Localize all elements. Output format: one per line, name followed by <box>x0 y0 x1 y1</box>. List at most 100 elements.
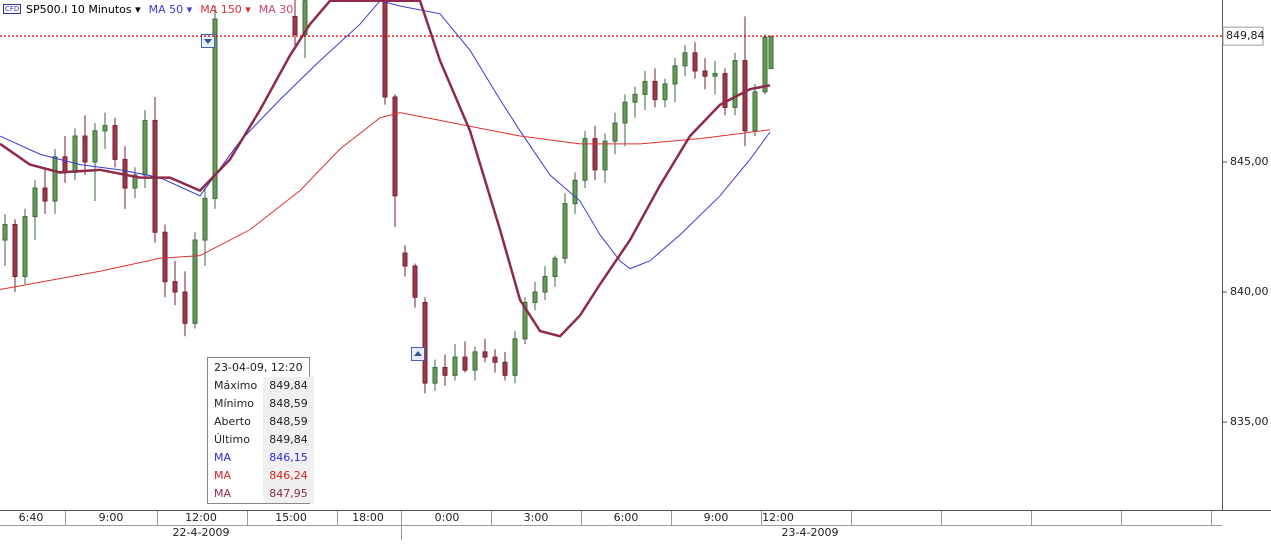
info-table: Máximo 849,84 Mínimo 848,59 Aberto 848,59 Últi… <box>208 377 314 503</box>
candle-body <box>622 101 628 124</box>
candle-body <box>532 291 538 303</box>
legend-item[interactable]: MA 150 ▾ <box>200 2 251 16</box>
candle-body <box>202 197 208 241</box>
info-label: MA <box>214 451 232 464</box>
candle-body <box>192 239 198 324</box>
candle-body <box>492 356 498 363</box>
candle-body <box>642 80 648 95</box>
candle-body <box>62 156 68 173</box>
x-tick-label: 3:00 <box>524 511 549 524</box>
candle-body <box>112 125 118 160</box>
candle-body <box>462 356 468 371</box>
candle-body <box>302 0 308 36</box>
candle-body <box>582 138 588 181</box>
plot-area <box>0 0 774 394</box>
x-tick-label: 9:00 <box>99 511 124 524</box>
info-label: Último <box>214 433 250 446</box>
candle-body <box>22 216 28 277</box>
candle-body <box>12 223 18 277</box>
candle-body <box>472 351 478 371</box>
legend-text: MA 150 <box>200 2 242 16</box>
info-label: Máximo <box>214 379 258 392</box>
last-price-label: 849,84 <box>1226 29 1265 42</box>
chart-header: CFD SP500.I 10 Minutos ▾ MA 50 ▾ MA 150 … <box>0 0 293 18</box>
candle-body <box>672 65 678 85</box>
instrument-title[interactable]: SP500.I 10 Minutos ▾ <box>26 2 141 16</box>
candle-body <box>562 203 568 259</box>
date-label: 23-4-2009 <box>782 526 839 539</box>
candle-body <box>552 257 558 277</box>
candle-body <box>412 265 418 298</box>
candle-body <box>712 73 718 77</box>
candle-body <box>442 366 448 376</box>
candle-body <box>742 60 748 132</box>
legend-text: MA 30 <box>258 2 294 16</box>
info-value: 849,84 <box>263 377 314 395</box>
legend-item[interactable]: MA 50 ▾ <box>148 2 193 16</box>
candle-body <box>102 125 108 132</box>
x-axis-separators <box>65 511 1212 540</box>
candle-body <box>592 138 598 171</box>
candle-body <box>692 52 698 72</box>
date-label: 22-4-2009 <box>173 526 230 539</box>
candle-body <box>662 83 668 101</box>
x-tick-label: 9:00 <box>704 511 729 524</box>
candle-body <box>652 80 658 101</box>
candle-body <box>32 187 38 218</box>
candle-body <box>522 301 528 340</box>
x-tick-label: 18:00 <box>352 511 384 524</box>
info-value: 848,59 <box>263 395 314 413</box>
ma-line <box>0 0 771 338</box>
x-tick-label: 6:00 <box>614 511 639 524</box>
candle-body <box>182 291 188 324</box>
candle-body <box>72 135 78 173</box>
candle-body <box>52 156 58 202</box>
info-label: Aberto <box>214 415 251 428</box>
info-row: Último 849,84 <box>208 431 314 449</box>
x-tick-label: 12:00 <box>762 511 794 524</box>
candle-body <box>722 73 728 108</box>
info-label: MA <box>214 469 232 482</box>
x-tick-label: 0:00 <box>435 511 460 524</box>
order-marker <box>411 347 425 361</box>
ma-line <box>0 0 771 270</box>
info-value: 849,84 <box>263 431 314 449</box>
info-value: 846,15 <box>263 449 314 467</box>
candle-body <box>632 93 638 103</box>
last-price-box <box>1222 26 1264 46</box>
candle-body <box>212 18 218 199</box>
y-tick-label: 845,00 <box>1230 155 1269 168</box>
candle-body <box>572 179 578 205</box>
candle-body <box>42 187 48 202</box>
candle-body <box>602 140 608 171</box>
info-value: 848,59 <box>263 413 314 431</box>
candle-body <box>162 231 168 283</box>
candle-body <box>422 301 428 384</box>
title-text: SP500.I 10 Minutos <box>26 2 132 16</box>
candle-body <box>768 35 774 70</box>
candle-body <box>392 96 398 197</box>
order-marker <box>201 34 215 48</box>
candle-body <box>2 223 8 241</box>
info-row: MA 846,24 <box>208 467 314 485</box>
candle-body <box>702 70 708 77</box>
info-row: MA 847,95 <box>208 485 314 503</box>
info-row: Mínimo 848,59 <box>208 395 314 413</box>
legend-item[interactable]: MA 30 <box>259 3 294 16</box>
info-label: Mínimo <box>214 397 255 410</box>
candle-body <box>142 119 148 176</box>
cfd-icon: CFD <box>3 4 22 14</box>
candle-body <box>542 275 548 293</box>
candle-body <box>292 15 298 36</box>
candle-body <box>502 361 508 376</box>
candle-body <box>402 252 408 267</box>
info-row: MA 846,15 <box>208 449 314 467</box>
candle-body <box>762 36 768 93</box>
candle-body <box>82 135 88 163</box>
candle-body <box>452 356 458 376</box>
candle-body <box>382 0 388 98</box>
y-tick-label: 835,00 <box>1230 415 1269 428</box>
